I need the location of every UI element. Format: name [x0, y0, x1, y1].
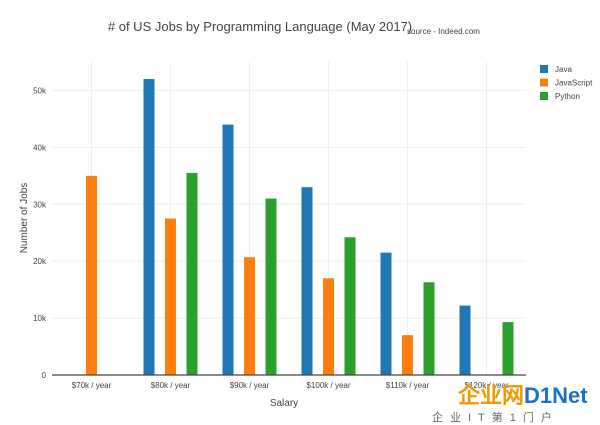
bar-python-5 [502, 322, 514, 375]
watermark-logo: 企业网D1Net [457, 383, 588, 408]
y-tick-label: 0 [42, 371, 47, 380]
bar-python-4 [423, 282, 435, 375]
x-axis-label: Salary [270, 398, 298, 409]
x-axis: $70k / year $80k / year $90k / year $100k /… [52, 374, 526, 390]
y-tick-label: 50k [33, 86, 47, 95]
gridlines [52, 62, 526, 375]
watermark-tagline: 企业IT第1门户 [432, 410, 559, 424]
bar-javascript-2 [244, 257, 255, 375]
bar-javascript-1 [165, 218, 176, 375]
bar-python-3 [344, 237, 356, 375]
bar-python-2 [265, 198, 277, 375]
x-tick-label: $70k / year [72, 381, 112, 390]
bar-java-4 [380, 252, 392, 375]
bar-java-5 [459, 305, 471, 375]
legend-entry: Java [555, 65, 572, 74]
y-axis-label: Number of Jobs [19, 183, 30, 254]
y-tick-label: 40k [33, 143, 47, 152]
x-tick-label: $120k / year [464, 381, 508, 390]
legend-swatch [540, 78, 548, 87]
x-tick-label: $80k / year [151, 381, 191, 390]
x-tick-label: $100k / year [306, 381, 350, 390]
y-axis: 0 10k 20k 30k 40k 50k [33, 86, 47, 380]
bar-javascript-3 [323, 278, 334, 375]
y-tick-label: 30k [33, 200, 47, 209]
chart-title: # of US Jobs by Programming Language (Ma… [108, 19, 412, 34]
legend-entry: JavaScript [555, 79, 593, 88]
watermark-logo-left: 企业网 [457, 383, 524, 408]
bar-java-2 [222, 124, 234, 375]
y-tick-label: 10k [33, 314, 47, 323]
bar-java-3 [301, 187, 313, 375]
bar-javascript-0 [86, 175, 97, 375]
bar-javascript-4 [402, 335, 413, 375]
y-tick-label: 20k [33, 257, 47, 266]
x-tick-label: $90k / year [230, 381, 270, 390]
watermark: 企业网D1Net 企业IT第1门户 [432, 383, 588, 424]
bars [86, 79, 514, 375]
chart-subtitle: source - Indeed.com [407, 27, 480, 36]
bar-java-1 [143, 79, 155, 375]
legend: Java JavaScript Python [540, 65, 593, 101]
legend-entry: Python [555, 92, 580, 101]
watermark-logo-right: D1Net [524, 383, 588, 408]
bar-python-1 [186, 172, 198, 375]
legend-swatch [540, 65, 548, 73]
legend-swatch [540, 92, 548, 100]
x-tick-label: $110k / year [386, 381, 430, 390]
